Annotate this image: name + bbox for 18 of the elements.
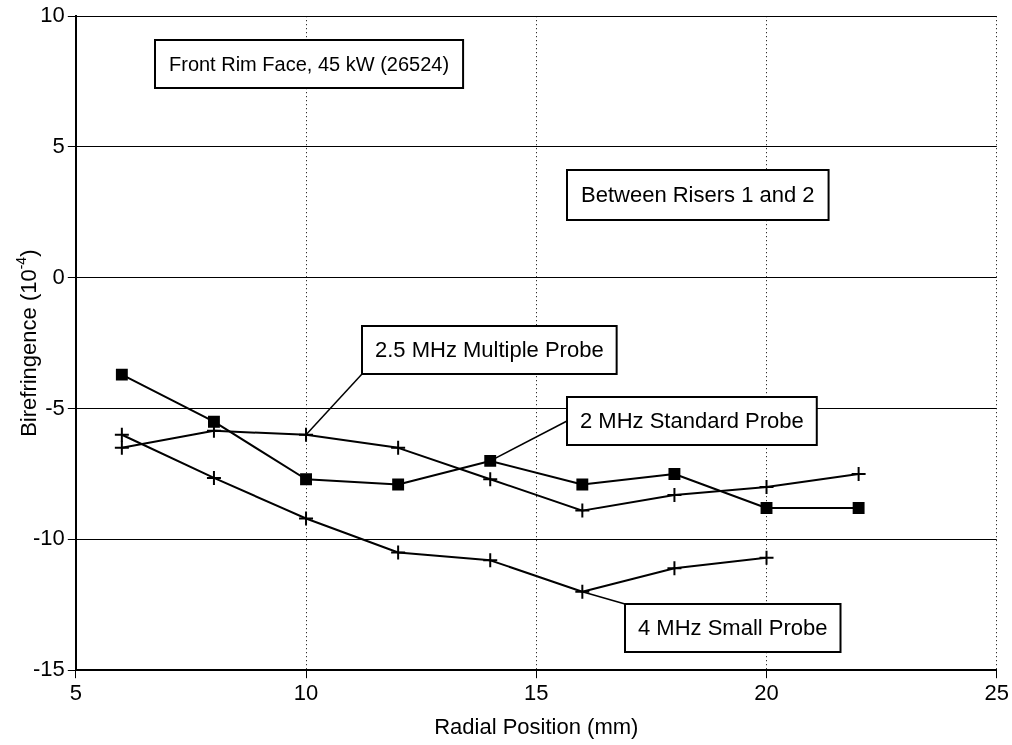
y-tick-label: 0: [52, 263, 65, 289]
x-tick-label: 5: [69, 680, 82, 706]
annotation: Front Rim Face, 45 kW (26524): [169, 52, 450, 75]
y-tick-label: -15: [33, 656, 65, 682]
y-tick-label: 5: [52, 133, 65, 159]
text: 2.5 MHz Multiple Probe: [375, 337, 604, 363]
series-label: 4 MHz Small Probe: [638, 615, 828, 641]
text: 2 MHz Standard Probe: [580, 408, 804, 434]
x-axis-title: Radial Position (mm): [434, 713, 639, 739]
y-axis-title: Birefringence (10-4): [12, 249, 42, 437]
x-tick-label: 15: [524, 680, 549, 706]
x-tick-label: 25: [984, 680, 1010, 706]
y-tick-label: -5: [45, 394, 65, 420]
x-tick-label: 20: [754, 680, 779, 706]
y-tick-label: -10: [33, 525, 65, 551]
annotation: Between Risers 1 and 2: [581, 182, 815, 208]
x-tick-label: 10: [293, 680, 319, 706]
y-tick-label: 10: [40, 2, 65, 28]
